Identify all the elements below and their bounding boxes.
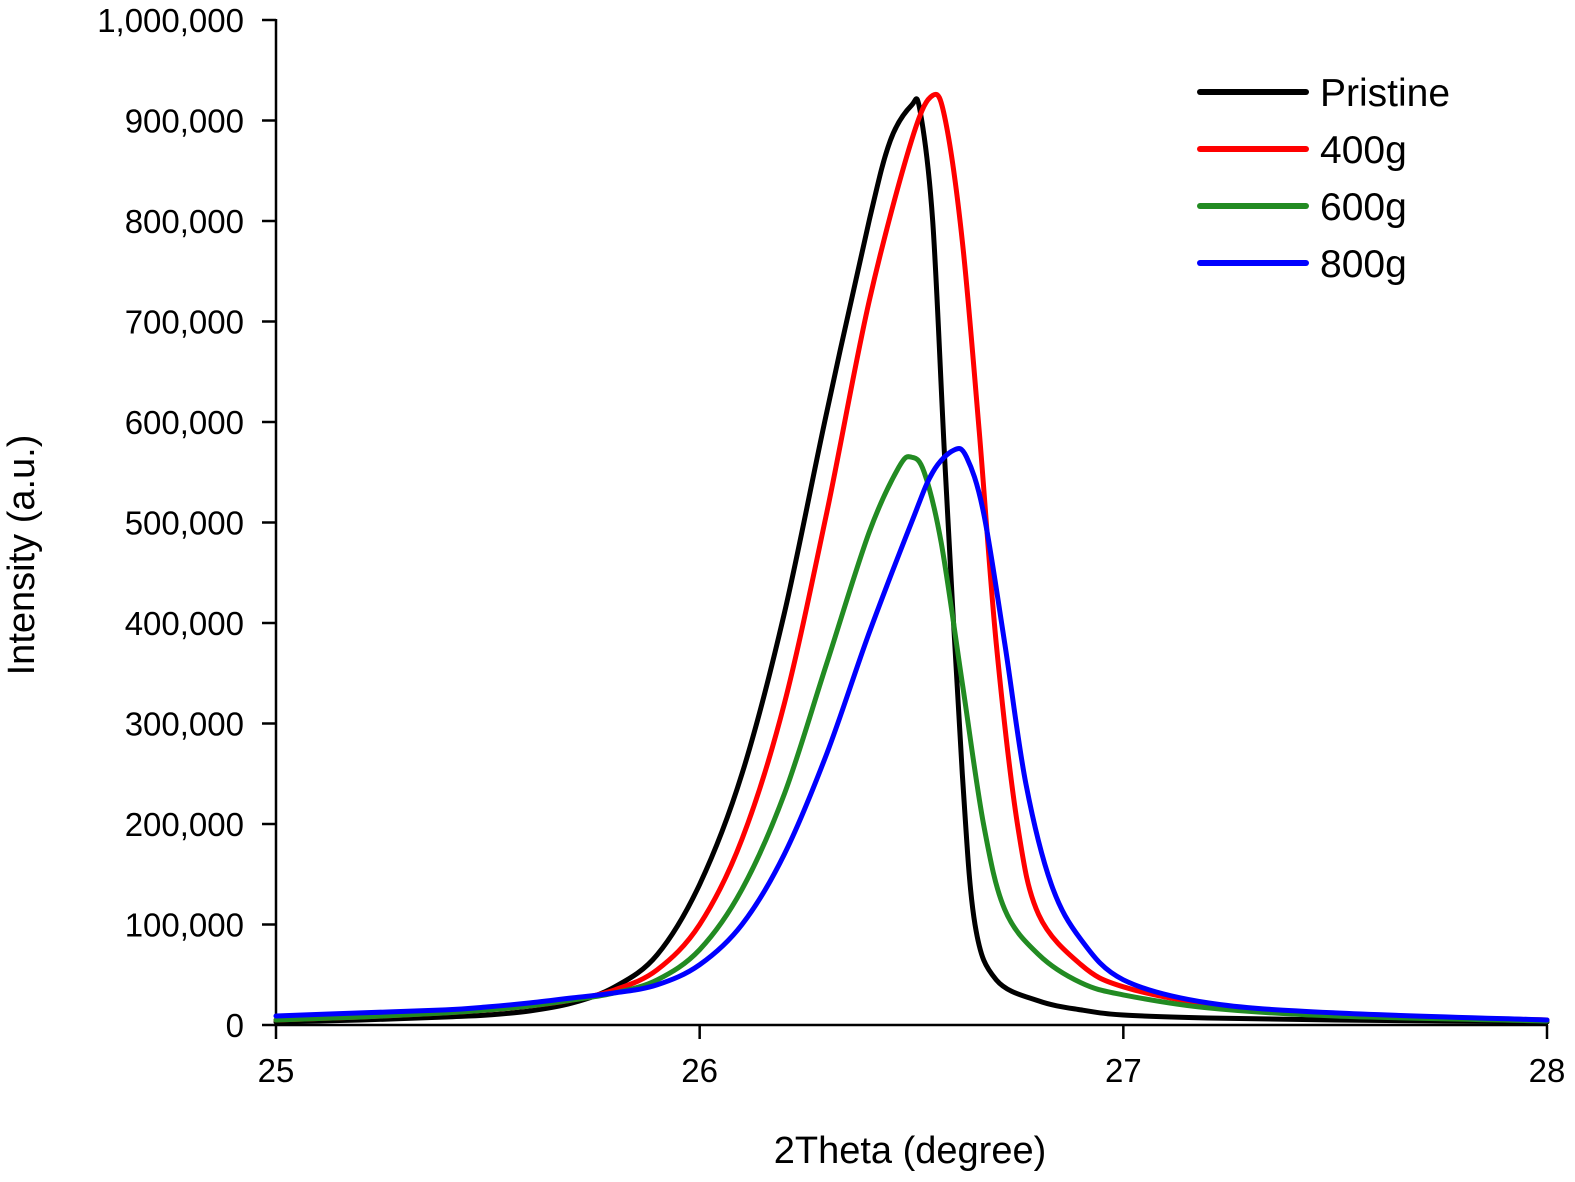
series-line-800g <box>273 446 1550 1023</box>
y-tick-label: 600,000 <box>125 404 244 441</box>
x-tick-label: 25 <box>258 1052 295 1089</box>
y-tick-label: 0 <box>226 1007 244 1044</box>
legend-label-400g: 400g <box>1320 129 1407 172</box>
y-tick-label: 400,000 <box>125 605 244 642</box>
y-tick-label: 500,000 <box>125 505 244 542</box>
y-tick-label: 1,000,000 <box>97 2 244 39</box>
series-line-600g <box>273 454 1550 1024</box>
axes: 0 100,000 200,000 300,000 400,000 500,000 600,… <box>97 2 1565 1089</box>
series-line-pristine <box>273 96 1550 1025</box>
y-tick-label: 200,000 <box>125 806 244 843</box>
legend: Pristine 400g 600g 800g <box>1197 72 1450 286</box>
series-line-400g <box>273 91 1550 1023</box>
y-tick-label: 300,000 <box>125 706 244 743</box>
legend-label-800g: 800g <box>1320 243 1407 286</box>
legend-label-pristine: Pristine <box>1320 72 1450 115</box>
legend-label-600g: 600g <box>1320 186 1407 229</box>
y-axis-title: Intensity (a.u.) <box>1 435 43 676</box>
x-tick-label: 26 <box>681 1052 718 1089</box>
y-tick-label: 700,000 <box>125 304 244 341</box>
x-axis-title: 2Theta (degree) <box>774 1130 1047 1172</box>
y-tick-label: 900,000 <box>125 103 244 140</box>
x-tick-label: 27 <box>1105 1052 1142 1089</box>
plot-area <box>273 91 1550 1025</box>
x-tick-label: 28 <box>1529 1052 1566 1089</box>
y-tick-label: 100,000 <box>125 907 244 944</box>
y-tick-label: 800,000 <box>125 203 244 240</box>
